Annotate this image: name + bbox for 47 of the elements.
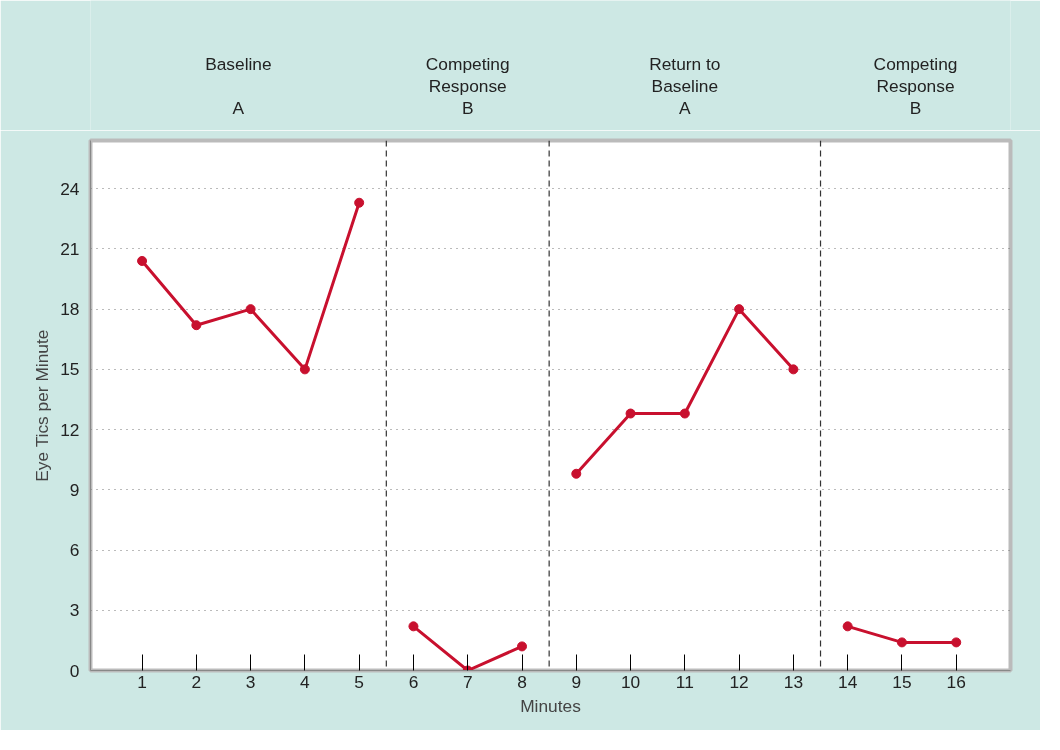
x-tick-label: 13 (783, 671, 804, 692)
text: Baseline A (205, 53, 272, 118)
point (408, 621, 419, 632)
point (951, 637, 962, 648)
point (625, 408, 636, 419)
x-tick-label: 16 (946, 671, 966, 692)
x-tick-label: 5 (354, 671, 364, 692)
x-tick-label: 2 (191, 671, 202, 692)
x-tick-label: 15 (892, 671, 912, 692)
point (571, 468, 582, 479)
point (517, 641, 527, 652)
y-tick-label: 15 (60, 359, 80, 380)
x-tick-label: 1 (137, 671, 147, 692)
x-tick-label: 14 (838, 671, 858, 692)
y-tick-label: 18 (60, 299, 80, 320)
x-tick-label: 9 (571, 671, 582, 692)
point (191, 320, 202, 331)
y-tick-label: 6 (69, 540, 80, 561)
point (137, 255, 148, 266)
point (245, 304, 256, 315)
x-tick-label: 12 (729, 671, 749, 692)
text: Return to (649, 53, 721, 74)
x-axis-title: Minutes (520, 695, 582, 716)
x-tick-label: 11 (675, 671, 694, 692)
y-tick-label: 9 (69, 479, 80, 500)
y-tick-label: 24 (60, 178, 80, 199)
point (299, 364, 310, 375)
x-tick-label: 7 (462, 671, 473, 692)
x-tick-label: 10 (620, 671, 641, 692)
text: Competing Response B (425, 53, 510, 118)
text: Baseline A (651, 75, 719, 118)
point (734, 304, 745, 315)
text: Competing Response B (873, 53, 958, 118)
point (354, 197, 365, 208)
y-tick-label: 12 (60, 419, 80, 440)
point (788, 364, 799, 375)
x-tick-label: 4 (300, 671, 311, 692)
y-tick-label: 3 (69, 600, 80, 621)
x-tick-label: 3 (245, 671, 256, 692)
point (679, 408, 690, 419)
y-tick-label: 0 (69, 660, 80, 681)
x-tick-label: 6 (408, 671, 419, 692)
y-tick-label: 21 (60, 238, 80, 259)
point (896, 637, 907, 648)
y-axis-title: Eye Tics per Minute (32, 329, 53, 482)
point (842, 621, 853, 632)
x-tick-label: 8 (517, 671, 527, 692)
